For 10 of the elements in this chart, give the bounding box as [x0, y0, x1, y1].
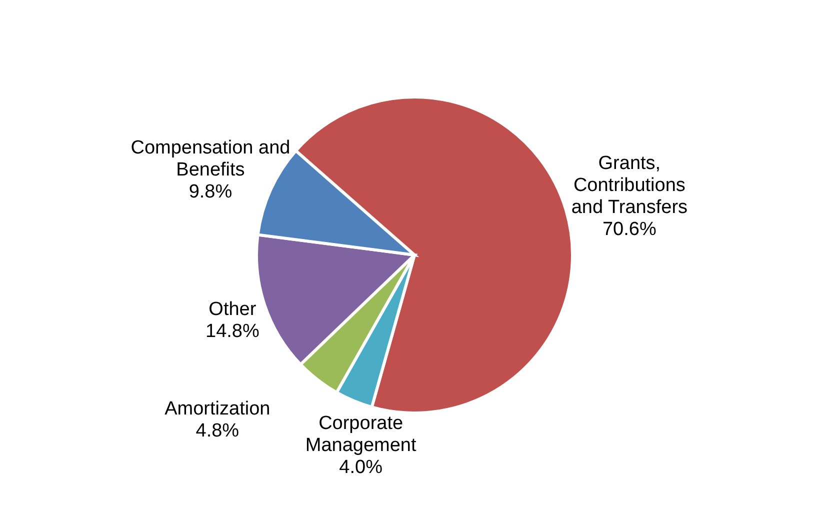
data-label: 9.8%	[188, 181, 232, 202]
slice-label: Corporate Management	[305, 413, 417, 456]
slice-label: Compensation and Benefits	[130, 137, 290, 180]
slice-label: Other	[208, 299, 257, 320]
slice-label: Grants, Contributions and Transfers	[571, 152, 688, 218]
data-label: 4.8%	[196, 420, 240, 442]
data-label: 70.6%	[602, 218, 656, 240]
slice-label: Amortization	[164, 398, 270, 420]
data-label: 4.0%	[339, 457, 383, 478]
data-label: 14.8%	[206, 321, 260, 342]
